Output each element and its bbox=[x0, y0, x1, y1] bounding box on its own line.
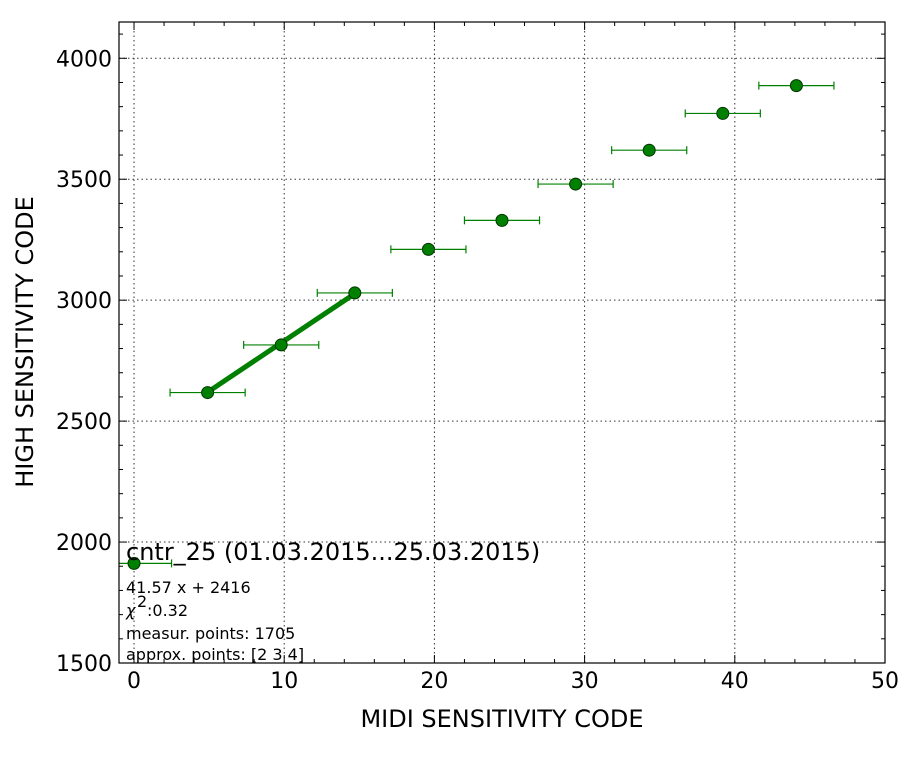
x-tick-label: 0 bbox=[127, 669, 141, 694]
x-axis-label: MIDI SENSITIVITY CODE bbox=[360, 705, 643, 733]
y-tick-label: 1500 bbox=[56, 652, 112, 677]
svg-text:χ: χ bbox=[125, 601, 136, 620]
measur-points-annotation: measur. points: 1705 bbox=[126, 624, 295, 643]
data-point bbox=[421, 242, 435, 256]
x-tick-label: 30 bbox=[571, 669, 599, 694]
data-point bbox=[127, 556, 141, 570]
axis-ticks: 0 10 20 30 40 50 1500 2000 2500 3000 3500 4000 bbox=[56, 22, 899, 694]
svg-text:2: 2 bbox=[137, 592, 147, 611]
y-tick-label: 4000 bbox=[56, 47, 112, 72]
y-tick-label: 3500 bbox=[56, 168, 112, 193]
approx-points-annotation: approx. points: [2 3 4] bbox=[126, 645, 304, 664]
fit-equation: 41.57 x + 2416 bbox=[126, 578, 251, 597]
x-tick-label: 40 bbox=[721, 669, 749, 694]
data-points bbox=[127, 79, 803, 570]
data-point bbox=[348, 286, 362, 300]
error-bars bbox=[119, 81, 835, 568]
data-point bbox=[274, 338, 288, 352]
x-tick-label: 10 bbox=[270, 669, 298, 694]
data-point bbox=[642, 143, 656, 157]
x-tick-label: 20 bbox=[420, 669, 448, 694]
plot-frame bbox=[118, 21, 886, 664]
data-point bbox=[789, 79, 803, 93]
chart-title: cntr_25 (01.03.2015...25.03.2015) bbox=[126, 538, 540, 566]
y-tick-label: 3000 bbox=[56, 289, 112, 314]
data-point bbox=[201, 386, 215, 400]
chi2-annotation: χ 2 :0.32 bbox=[125, 592, 188, 620]
data-point bbox=[716, 106, 730, 120]
data-point bbox=[495, 213, 509, 227]
grid bbox=[119, 22, 886, 663]
y-tick-label: 2500 bbox=[56, 410, 112, 435]
x-tick-label: 50 bbox=[871, 669, 899, 694]
chi2-value: :0.32 bbox=[147, 601, 188, 620]
y-tick-label: 2000 bbox=[56, 531, 112, 556]
data-point bbox=[569, 177, 583, 191]
y-axis-label: HIGH SENSITIVITY CODE bbox=[11, 196, 39, 488]
